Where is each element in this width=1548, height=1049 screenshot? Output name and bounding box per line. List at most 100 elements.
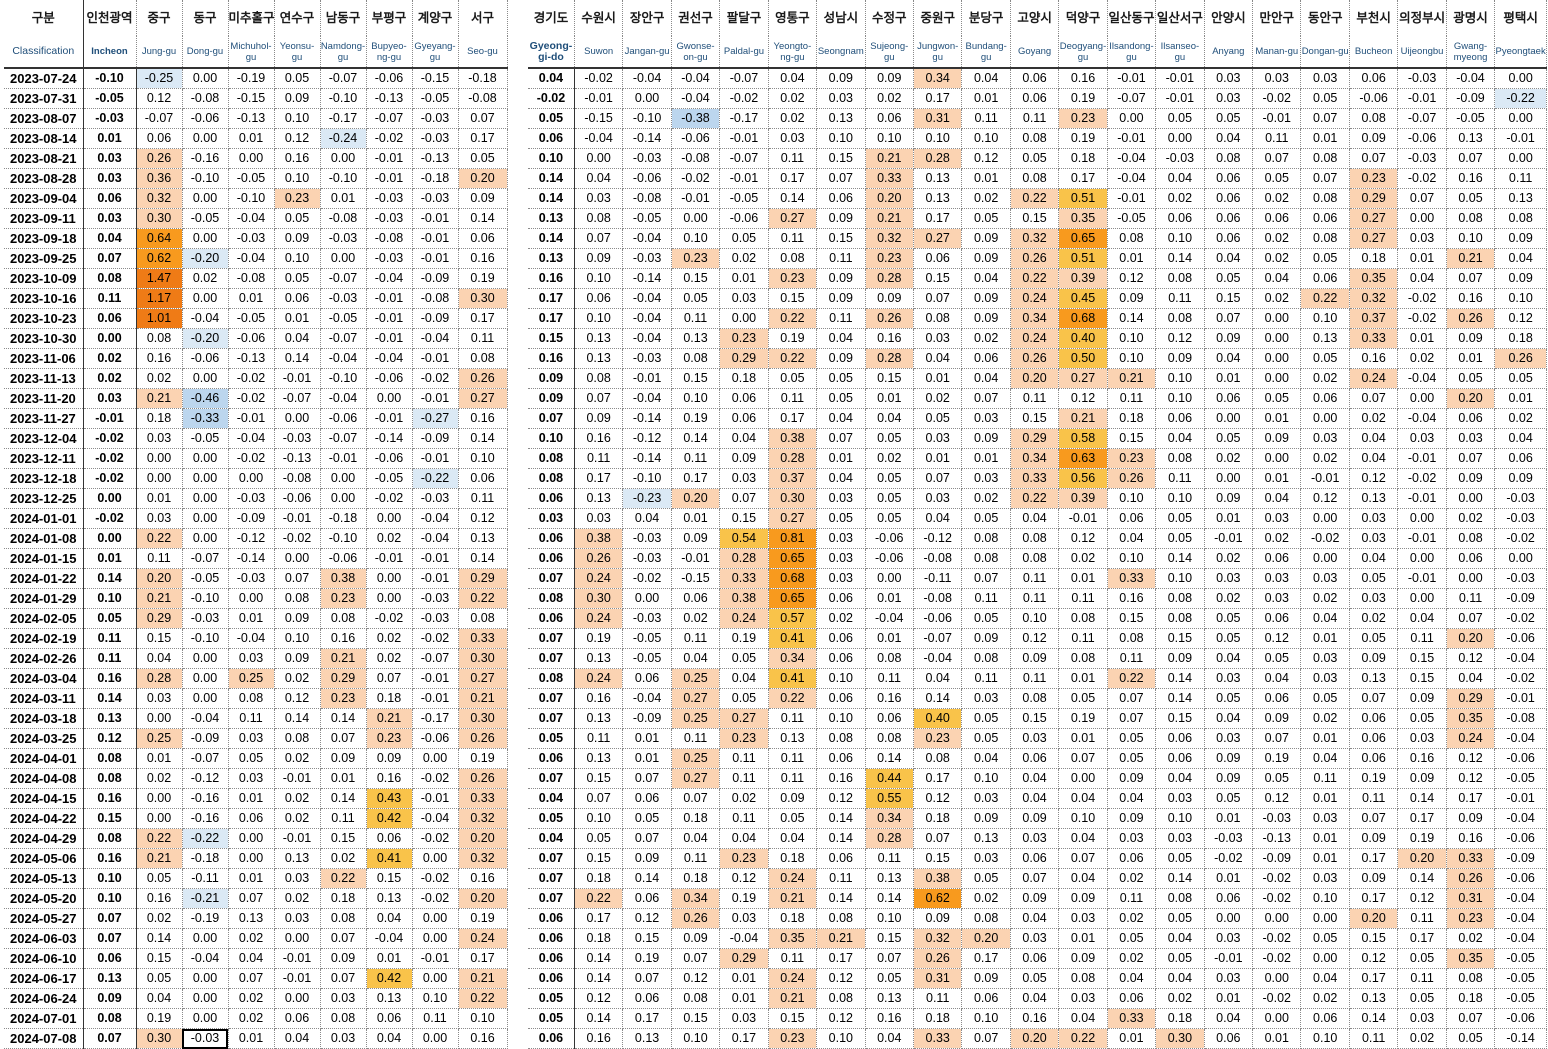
left-cell[interactable]: 0.20 <box>136 568 183 589</box>
right-cell[interactable]: 0.03 <box>816 88 866 109</box>
right-cell[interactable]: 0.16 <box>1010 1008 1060 1029</box>
left-cell[interactable]: 0.06 <box>366 828 413 849</box>
right-cell[interactable]: 0.03 <box>1300 808 1350 829</box>
right-cell[interactable]: 0.09 <box>1010 648 1060 669</box>
left-cell[interactable]: -0.02 <box>412 368 459 389</box>
right-cell[interactable]: -0.15 <box>574 108 624 129</box>
right-cell[interactable]: 0.11 <box>1397 628 1447 649</box>
right-cell[interactable]: 0.16 <box>865 1008 914 1029</box>
left-cell[interactable]: 0.01 <box>228 1028 275 1049</box>
right-cell[interactable]: -0.02 <box>1494 668 1547 689</box>
right-cell[interactable]: 0.14 <box>816 828 866 849</box>
left-cell[interactable]: 0.12 <box>274 128 321 149</box>
right-cell[interactable]: 0.14 <box>865 748 914 769</box>
right-cell[interactable]: 0.06 <box>961 988 1011 1009</box>
right-cell[interactable]: 0.15 <box>865 928 914 949</box>
right-cell[interactable]: 0.00 <box>865 568 914 589</box>
right-cell[interactable]: 0.23 <box>1446 908 1496 929</box>
right-cell[interactable]: 0.01 <box>1058 668 1108 689</box>
right-cell[interactable]: -0.03 <box>622 528 672 549</box>
right-cell[interactable]: 0.05 <box>1204 788 1254 809</box>
right-cell[interactable]: -0.17 <box>719 108 769 129</box>
right-cell[interactable]: 0.00 <box>574 148 624 169</box>
left-cell[interactable]: 0.10 <box>274 628 321 649</box>
left-cell[interactable]: 0.04 <box>136 988 183 1009</box>
right-cell[interactable]: 0.08 <box>1155 268 1205 289</box>
left-cell[interactable]: -0.18 <box>458 68 508 89</box>
right-cell[interactable]: 0.07 <box>528 848 575 869</box>
left-cell[interactable]: 0.02 <box>320 848 367 869</box>
right-cell[interactable]: 0.08 <box>961 548 1011 569</box>
left-cell[interactable]: 0.14 <box>274 348 321 369</box>
right-cell[interactable]: 0.26 <box>1010 248 1060 269</box>
left-cell[interactable]: -0.13 <box>274 448 321 469</box>
right-cell[interactable]: -0.04 <box>622 388 672 409</box>
right-cell[interactable]: 0.09 <box>671 528 721 549</box>
left-cell[interactable]: -0.03 <box>412 188 459 209</box>
right-cell[interactable]: 0.02 <box>1252 528 1302 549</box>
right-cell[interactable]: 0.10 <box>1300 888 1350 909</box>
right-cell[interactable]: 0.09 <box>816 288 866 309</box>
right-cell[interactable]: 0.06 <box>1204 1028 1254 1049</box>
left-cell[interactable]: 2024-04-08 <box>4 768 84 789</box>
right-cell[interactable]: 0.11 <box>1155 288 1205 309</box>
right-cell[interactable]: 0.00 <box>1204 408 1254 429</box>
right-cell[interactable]: -0.06 <box>671 128 721 149</box>
left-cell[interactable]: 0.22 <box>320 868 367 889</box>
left-cell[interactable]: 0.13 <box>83 968 137 989</box>
right-cell[interactable]: 0.10 <box>671 388 721 409</box>
left-cell[interactable]: 2024-03-04 <box>4 668 84 689</box>
right-cell[interactable]: 0.01 <box>1107 248 1157 269</box>
right-cell[interactable]: 0.21 <box>865 148 914 169</box>
right-cell[interactable]: 0.17 <box>816 948 866 969</box>
left-cell[interactable]: 0.00 <box>83 488 137 509</box>
right-cell[interactable]: 0.04 <box>1204 708 1254 729</box>
right-cell[interactable]: 0.20 <box>1010 368 1060 389</box>
right-cell[interactable]: 0.11 <box>961 668 1011 689</box>
right-cell[interactable]: 0.09 <box>1204 748 1254 769</box>
right-cell[interactable]: -0.06 <box>622 168 672 189</box>
right-cell[interactable]: 0.26 <box>1494 348 1547 369</box>
right-cell[interactable]: 0.02 <box>1446 508 1496 529</box>
left-cell[interactable]: 0.21 <box>136 388 183 409</box>
left-cell[interactable]: 0.36 <box>136 168 183 189</box>
right-cell[interactable]: 0.06 <box>528 928 575 949</box>
left-cell[interactable]: 0.00 <box>412 748 459 769</box>
right-cell[interactable]: 0.11 <box>1010 388 1060 409</box>
right-cell[interactable]: 0.10 <box>574 308 624 329</box>
right-cell[interactable]: 0.05 <box>865 488 914 509</box>
right-cell[interactable]: -0.06 <box>1494 748 1547 769</box>
left-cell[interactable]: -0.01 <box>412 228 459 249</box>
left-cell[interactable]: 0.19 <box>458 268 508 289</box>
right-cell[interactable]: 0.15 <box>719 508 769 529</box>
left-cell[interactable]: -0.16 <box>182 148 229 169</box>
right-cell[interactable]: 0.05 <box>1397 948 1447 969</box>
right-cell[interactable]: 0.12 <box>816 1008 866 1029</box>
right-cell[interactable]: 0.18 <box>768 908 818 929</box>
left-cell[interactable]: 0.00 <box>182 368 229 389</box>
left-cell[interactable]: 0.15 <box>136 628 183 649</box>
right-cell[interactable]: 0.02 <box>1300 988 1350 1009</box>
left-cell[interactable]: 0.16 <box>458 408 508 429</box>
left-cell[interactable]: 0.10 <box>83 868 137 889</box>
right-cell[interactable]: 0.04 <box>1446 668 1496 689</box>
left-cell[interactable]: -0.05 <box>83 88 137 109</box>
right-cell[interactable]: 0.09 <box>1252 428 1302 449</box>
right-cell[interactable]: 0.30 <box>768 488 818 509</box>
right-cell[interactable]: -0.01 <box>1252 108 1302 129</box>
right-cell[interactable]: -0.01 <box>1204 948 1254 969</box>
right-cell[interactable]: 0.07 <box>622 768 672 789</box>
right-cell[interactable]: 0.05 <box>1058 688 1108 709</box>
right-cell[interactable]: 0.05 <box>671 288 721 309</box>
right-cell[interactable]: 0.15 <box>622 928 672 949</box>
right-cell[interactable]: 0.08 <box>768 248 818 269</box>
right-cell[interactable]: 0.24 <box>768 968 818 989</box>
right-cell[interactable]: 0.02 <box>1204 448 1254 469</box>
right-cell[interactable]: 0.11 <box>1300 768 1350 789</box>
right-cell[interactable]: 0.08 <box>961 648 1011 669</box>
right-cell[interactable]: 0.04 <box>622 508 672 529</box>
left-cell[interactable]: 0.15 <box>136 948 183 969</box>
left-cell[interactable]: 0.16 <box>320 628 367 649</box>
right-cell[interactable]: 0.08 <box>1300 148 1350 169</box>
right-cell[interactable]: 0.50 <box>1058 348 1108 369</box>
